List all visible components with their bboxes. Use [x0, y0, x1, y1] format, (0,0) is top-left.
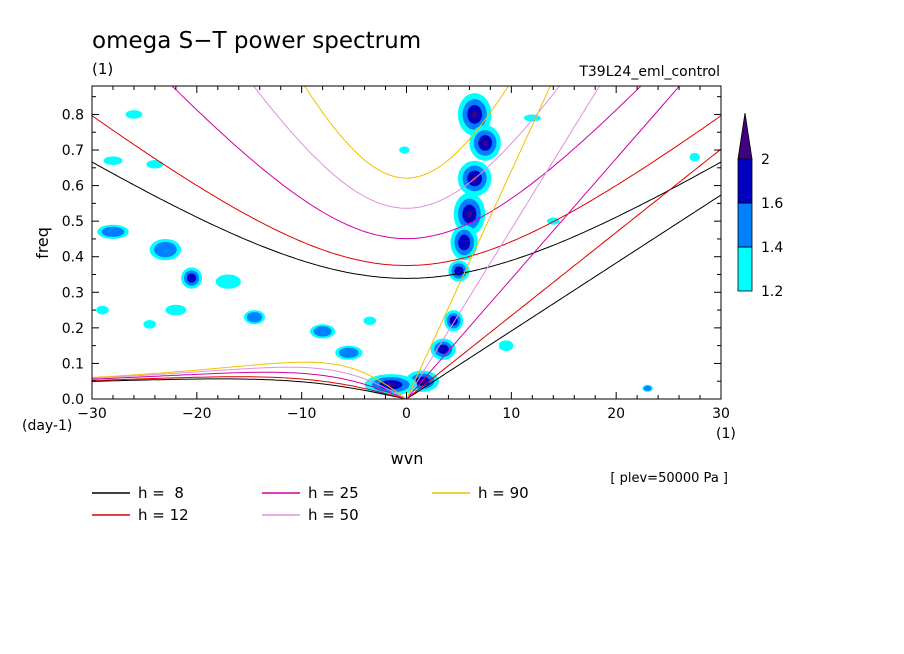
dispersion-curves — [92, 86, 721, 399]
rossby-curve-h-12 — [92, 376, 407, 399]
colorbar: 1.2 1.4 1.6 2 — [737, 112, 783, 300]
power-blob-20-level-0 — [103, 156, 123, 165]
y-tick-label: 0.3 — [62, 285, 84, 301]
y-unit-label: (day-1) — [22, 418, 72, 434]
legend-label-h-25: h = 25 — [308, 484, 359, 502]
x-tick-label: 30 — [712, 406, 730, 422]
y-tick-label: 0.1 — [62, 356, 84, 372]
power-blob-1-level-3 — [482, 140, 488, 146]
power-blob-29-level-0 — [143, 320, 156, 329]
power-blob-11-level-1 — [313, 326, 332, 337]
rossby-curve-h-8 — [92, 378, 407, 399]
power-blob-25-level-0 — [523, 114, 541, 122]
power-blob-16-level-0 — [215, 274, 241, 289]
x-tick-label: −10 — [287, 406, 317, 422]
kelvin-curve-h-50 — [406, 86, 601, 399]
y-tick-label: 0.6 — [62, 179, 84, 195]
y-tick-label: 0.0 — [62, 392, 84, 408]
colorbar-segment-2 — [737, 158, 753, 204]
kelvin-curve-h-8 — [406, 194, 721, 399]
axis-ticks: −30 −20 −10 0 10 20 30 0.0 0.1 0.2 0.3 0.4 0.5 0.6 0.7… — [62, 86, 730, 422]
rossby-curve-h-90 — [92, 361, 407, 399]
kelvin-curve-h-25 — [406, 86, 681, 399]
rossby-curve-h-25 — [92, 371, 407, 399]
legend-label-h-12: h = 12 — [138, 506, 189, 524]
power-blob-7-level-2 — [437, 344, 449, 354]
power-blob-14-level-1 — [101, 226, 125, 237]
legend: h = 8 h = 12 h = 25 h = 50 h = 90 — [92, 484, 529, 524]
gravity-curve-h-8 — [92, 161, 721, 279]
colorbar-label-1: 1.4 — [761, 240, 783, 256]
y-tick-label: 0.5 — [62, 214, 84, 230]
x-tick-label: −20 — [182, 406, 212, 422]
colorbar-segment-0 — [737, 246, 753, 292]
y-tick-label: 0.2 — [62, 321, 84, 337]
power-blob-13-level-1 — [154, 241, 177, 258]
gravity-curve-h-50 — [252, 86, 561, 209]
power-blob-9-level-3 — [386, 383, 395, 387]
power-blob-10-level-1 — [339, 347, 359, 358]
colorbar-segment-1 — [737, 202, 753, 248]
power-blob-4-level-2 — [458, 234, 471, 251]
power-blob-23-level-1 — [643, 385, 652, 391]
colorbar-arrow — [737, 112, 753, 160]
power-blob-21-level-0 — [399, 146, 410, 154]
x-tick-label: 20 — [607, 406, 625, 422]
power-blob-15-level-1 — [246, 312, 263, 323]
power-blob-3-level-3 — [466, 210, 472, 218]
chart-subtitle-right: T39L24_eml_control — [578, 64, 720, 80]
x-unit-label: (1) — [716, 426, 736, 442]
power-blob-27-level-0 — [363, 316, 377, 326]
legend-label-h-50: h = 50 — [308, 506, 359, 524]
legend-label-h-90: h = 90 — [478, 484, 529, 502]
plev-note: [ plev=50000 Pa ] — [610, 471, 728, 486]
x-tick-label: 10 — [502, 406, 520, 422]
x-tick-label: −30 — [77, 406, 107, 422]
power-blob-0-level-3 — [471, 111, 478, 118]
y-tick-label: 0.7 — [62, 143, 84, 159]
power-contours — [96, 93, 701, 396]
y-tick-label: 0.8 — [62, 107, 84, 123]
power-blob-26-level-0 — [498, 340, 514, 351]
kelvin-curve-h-12 — [406, 148, 721, 399]
kelvin-curve-h-90 — [406, 86, 551, 399]
y-tick-label: 0.4 — [62, 250, 84, 266]
gravity-curve-h-12 — [92, 115, 721, 266]
plot-frame — [91, 85, 722, 400]
colorbar-label-2: 1.6 — [761, 196, 783, 212]
legend-label-h-8: h = 8 — [138, 484, 184, 502]
chart-subtitle-left: (1) — [92, 60, 113, 78]
power-blob-19-level-0 — [146, 159, 164, 169]
power-blob-17-level-0 — [165, 304, 187, 316]
power-blob-18-level-0 — [125, 110, 143, 119]
gravity-curve-h-25 — [171, 86, 642, 240]
gravity-curve-h-90 — [304, 86, 509, 179]
chart-title: omega S−T power spectrum — [92, 28, 421, 54]
power-blob-24-level-0 — [689, 152, 701, 162]
x-tick-label: 0 — [402, 406, 411, 422]
power-blob-12-level-2 — [186, 273, 197, 283]
colorbar-label-0: 1.2 — [761, 284, 783, 300]
rossby-curve-h-50 — [92, 366, 407, 399]
x-axis-label: wvn — [391, 449, 424, 468]
colorbar-label-3: 2 — [761, 152, 770, 168]
y-axis-label: freq — [33, 227, 52, 259]
power-blob-28-level-0 — [96, 305, 109, 315]
